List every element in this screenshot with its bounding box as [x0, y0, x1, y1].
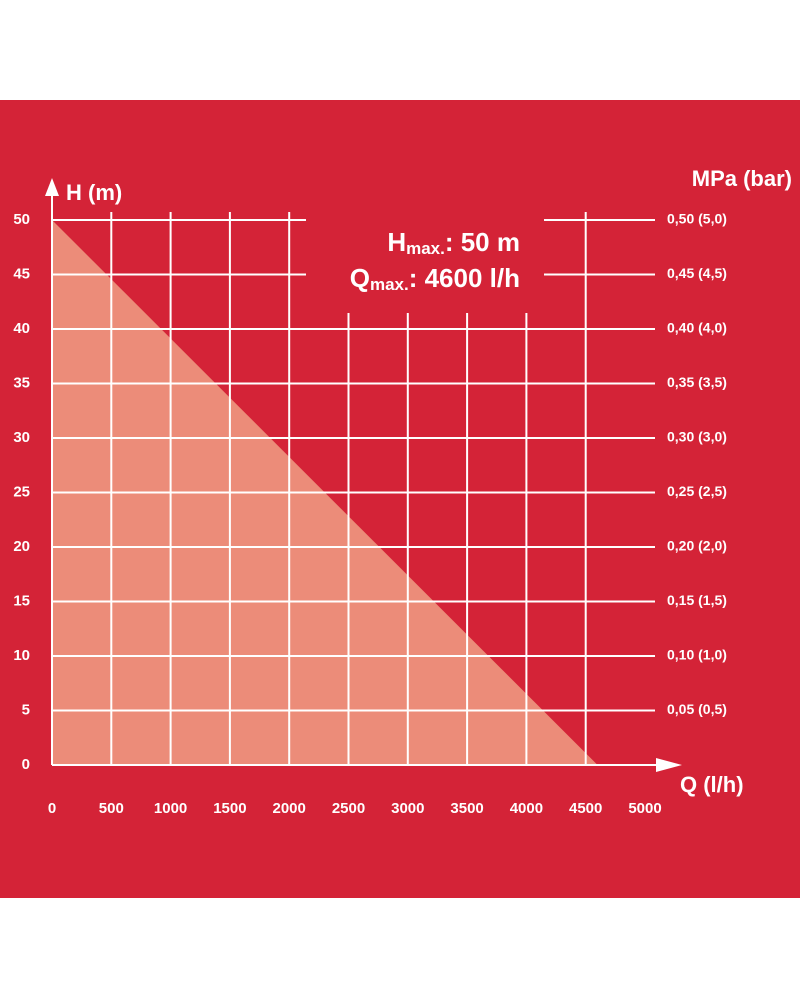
y-tick-label: 40: [13, 320, 30, 337]
y-tick-label: 10: [13, 647, 30, 664]
x-tick-label: 4500: [569, 800, 602, 817]
y-tick-label: 15: [13, 592, 30, 609]
y2-tick-label: 0,45 (4,5): [667, 265, 727, 281]
y2-tick-label: 0,10 (1,0): [667, 647, 727, 663]
y2-tick-label: 0,40 (4,0): [667, 320, 727, 336]
x-tick-label: 3500: [450, 800, 483, 817]
x-arrow: [656, 758, 682, 772]
x-tick-label: 4000: [510, 800, 543, 817]
annotation-main: H: [387, 227, 406, 257]
annotation-text: : 4600 l/h: [409, 263, 520, 293]
annotation: Hmax.: 50 m: [387, 227, 520, 259]
y-tick-label: 5: [22, 701, 30, 718]
y2-axis-label: MPa (bar): [692, 166, 792, 191]
y-tick-label: 0: [22, 756, 30, 773]
y-axis-label: H (m): [66, 180, 122, 205]
y2-tick-label: 0,05 (0,5): [667, 701, 727, 717]
annotation-sub: max.: [370, 275, 409, 294]
x-tick-label: 5000: [628, 800, 661, 817]
y2-tick-label: 0,35 (3,5): [667, 374, 727, 390]
x-tick-label: 2000: [273, 800, 306, 817]
y2-tick-label: 0,50 (5,0): [667, 211, 727, 227]
y2-tick-label: 0,30 (3,0): [667, 429, 727, 445]
x-axis-label: Q (l/h): [680, 772, 744, 797]
x-tick-label: 1500: [213, 800, 246, 817]
y-tick-label: 35: [13, 374, 30, 391]
y2-tick-label: 0,20 (2,0): [667, 538, 727, 554]
annotation-sub: max.: [406, 239, 445, 258]
y-arrow: [45, 178, 59, 196]
y-tick-label: 50: [13, 211, 30, 228]
y2-tick-label: 0,15 (1,5): [667, 592, 727, 608]
x-tick-label: 500: [99, 800, 124, 817]
annotation-main: Q: [350, 263, 370, 293]
y2-tick-label: 0,25 (2,5): [667, 483, 727, 499]
y-tick-label: 25: [13, 483, 30, 500]
annotation: Qmax.: 4600 l/h: [350, 263, 520, 295]
annotation-bg: [306, 205, 544, 313]
x-tick-label: 2500: [332, 800, 365, 817]
y-tick-label: 45: [13, 265, 30, 282]
x-tick-label: 0: [48, 800, 56, 817]
x-tick-label: 1000: [154, 800, 187, 817]
y-tick-label: 20: [13, 538, 30, 555]
x-tick-label: 3000: [391, 800, 424, 817]
annotation-text: : 50 m: [445, 227, 520, 257]
y-tick-label: 30: [13, 429, 30, 446]
